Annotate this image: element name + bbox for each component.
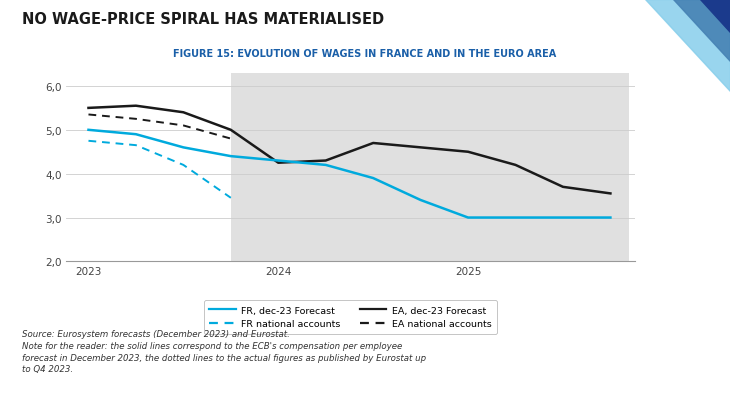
Legend: FR, dec-23 Forecast, FR national accounts, EA, dec-23 Forecast, EA national acco: FR, dec-23 Forecast, FR national account… [204,300,497,334]
Text: NO WAGE-PRICE SPIRAL HAS MATERIALISED: NO WAGE-PRICE SPIRAL HAS MATERIALISED [22,12,384,27]
Text: Source: Eurosystem forecasts (December 2023) and Eurostat.
Note for the reader: : Source: Eurosystem forecasts (December 2… [22,329,426,373]
Polygon shape [673,0,730,61]
Polygon shape [699,0,730,33]
Polygon shape [645,0,730,92]
Bar [231,74,629,262]
Text: FIGURE 15: EVOLUTION OF WAGES IN FRANCE AND IN THE EURO AREA: FIGURE 15: EVOLUTION OF WAGES IN FRANCE … [174,49,556,59]
